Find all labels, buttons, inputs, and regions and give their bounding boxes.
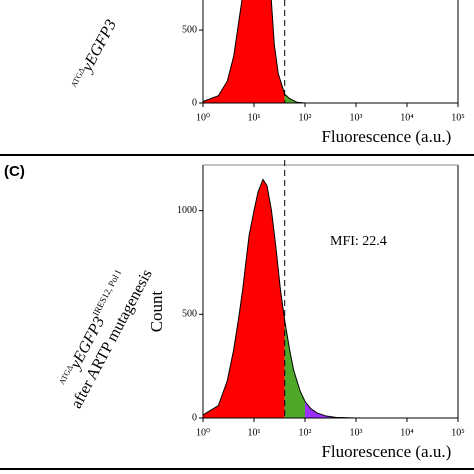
x-tick-label: 10⁰ (196, 112, 210, 123)
x-tick-label: 10⁵ (451, 427, 465, 438)
x-tick-label: 10⁵ (451, 112, 465, 123)
x-tick-label: 10¹ (248, 112, 261, 123)
sample-label-line: ATGΔyEGFP3 (69, 17, 120, 93)
histogram-outline (202, 178, 357, 419)
y-tick-label: 500 (182, 309, 197, 320)
sample-label: ATGΔyEGFP3 (69, 17, 120, 93)
x-tick-label: 10¹ (248, 427, 261, 438)
x-tick-label: 10⁴ (400, 112, 414, 123)
histogram-region (284, 94, 305, 103)
histogram-region (305, 401, 356, 418)
histogram-region (203, 0, 285, 103)
annotation: MFI: 22.4 (330, 234, 387, 249)
y-tick-label: 0 (192, 97, 197, 108)
histogram-outline (202, 0, 306, 104)
histogram-region (203, 179, 285, 418)
x-tick-label: 10² (299, 427, 312, 438)
y-tick-label: 500 (182, 24, 197, 35)
x-tick-label: 10³ (350, 112, 363, 123)
sample-main: yEGFP3 (78, 17, 120, 76)
y-tick-label: 0 (192, 412, 197, 423)
x-axis-label: Fluorescence (a.u.) (321, 127, 451, 146)
y-axis-label: Count (147, 290, 166, 332)
x-axis-label: Fluorescence (a.u.) (321, 442, 451, 461)
x-tick-label: 10³ (350, 427, 363, 438)
x-tick-label: 10² (299, 112, 312, 123)
panel-label: (C) (4, 163, 25, 180)
x-tick-label: 10⁰ (196, 427, 210, 438)
y-tick-label: 1000 (177, 205, 197, 216)
x-tick-label: 10⁴ (400, 427, 414, 438)
histogram-region (284, 320, 305, 418)
